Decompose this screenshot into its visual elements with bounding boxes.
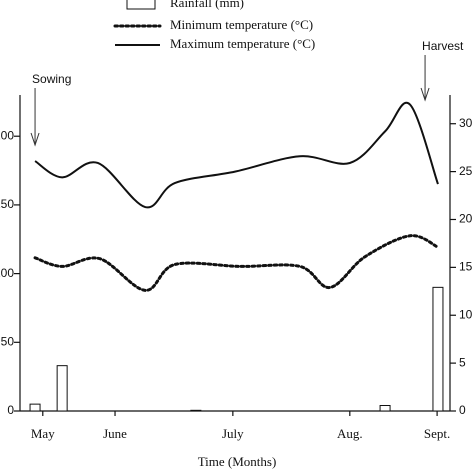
bar [190, 409, 202, 412]
x-tick-label: May [31, 426, 55, 441]
annotation-arrow-head [30, 132, 40, 147]
y2-tick-label: 20 [459, 212, 473, 226]
y-tick-label: 150 [0, 197, 14, 211]
annotation: Harvest [422, 39, 464, 53]
y-tick-label: 200 [0, 128, 14, 142]
y2-tick-label: 25 [459, 164, 473, 178]
x-tick-label: Aug. [337, 426, 363, 441]
y2-tick-label: 10 [459, 307, 473, 321]
line [34, 101, 439, 209]
y-tick-label: 100 [0, 266, 14, 280]
y-tick-label: 50 [1, 334, 15, 348]
y2-tick-label: 30 [459, 116, 473, 130]
x-tick-label: July [222, 426, 244, 441]
legend-label: Maximum temperature (°C) [170, 36, 315, 51]
bar [379, 405, 391, 412]
legend-label: Minimum temperature (°C) [170, 17, 313, 32]
x-axis-title: Time (Months) [198, 454, 277, 469]
y-tick-label: 0 [7, 403, 14, 417]
y2-tick-label: 15 [459, 260, 473, 274]
annotation: Sowing [32, 72, 71, 86]
legend-swatch [126, 0, 156, 10]
line [33, 234, 440, 292]
bar [29, 403, 41, 412]
bar [432, 286, 444, 412]
x-tick-label: Sept. [424, 426, 450, 441]
legend-label: Rainfall (mm) [170, 0, 244, 10]
y2-tick-label: 5 [459, 355, 466, 369]
annotation-arrow-head [420, 87, 430, 102]
bar [56, 365, 68, 412]
y2-tick-label: 0 [459, 403, 466, 417]
x-tick-label: June [103, 426, 127, 441]
